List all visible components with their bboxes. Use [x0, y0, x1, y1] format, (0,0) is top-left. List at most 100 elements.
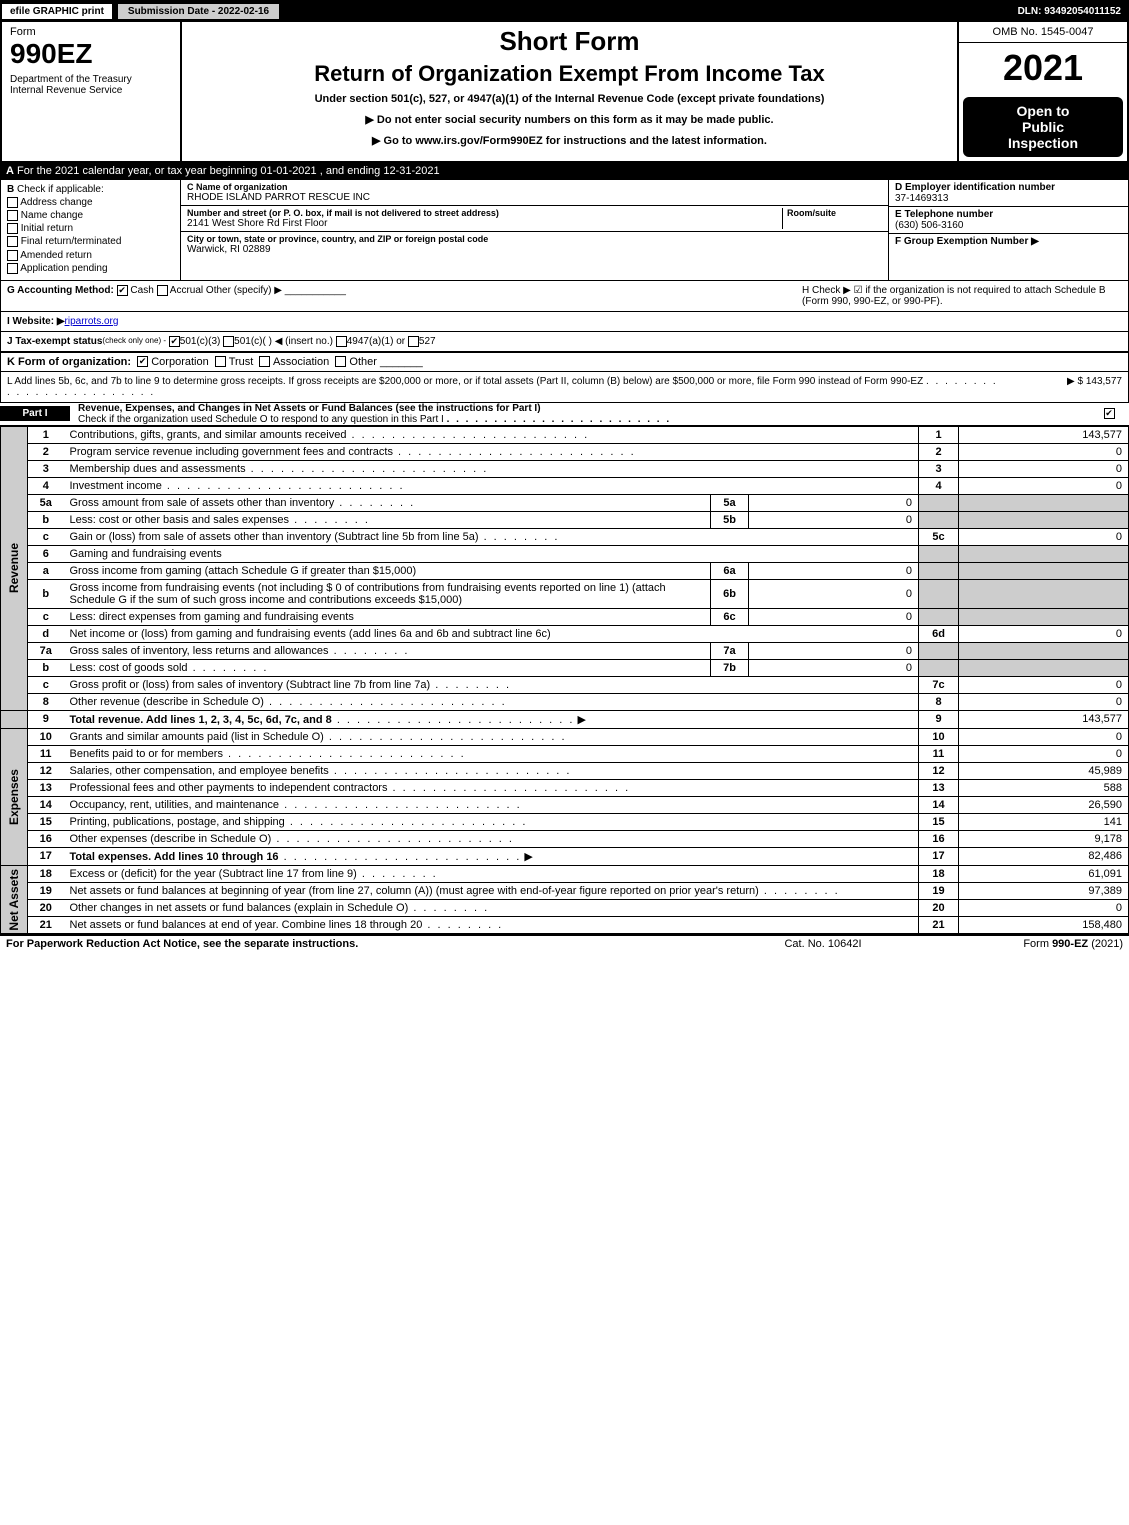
cb-501c[interactable]	[223, 336, 234, 347]
row-l: L Add lines 5b, 6c, and 7b to line 9 to …	[0, 372, 1129, 403]
line-17-val: 82,486	[959, 847, 1129, 865]
header-left: Form 990EZ Department of the Treasury In…	[2, 22, 182, 161]
website-link[interactable]: riparrots.org	[65, 316, 119, 327]
line-1-desc: Contributions, gifts, grants, and simila…	[70, 429, 347, 441]
city-value: Warwick, RI 02889	[187, 244, 882, 255]
line-9-val: 143,577	[959, 710, 1129, 728]
line-4-val: 0	[959, 477, 1129, 494]
line-7c-val: 0	[959, 676, 1129, 693]
line-14-val: 26,590	[959, 796, 1129, 813]
open-line1: Open to	[969, 103, 1117, 119]
footer: For Paperwork Reduction Act Notice, see …	[0, 934, 1129, 952]
header-mid: Short Form Return of Organization Exempt…	[182, 22, 957, 161]
group-label: F Group Exemption Number ▶	[895, 236, 1039, 247]
line-5b-val: 0	[749, 511, 919, 528]
line-5c-val: 0	[959, 528, 1129, 545]
cb-association[interactable]	[259, 356, 270, 367]
footer-left: For Paperwork Reduction Act Notice, see …	[6, 938, 723, 950]
line-1-num: 1	[28, 426, 64, 443]
line-10-val: 0	[959, 728, 1129, 745]
part-i-note: Check if the organization used Schedule …	[78, 414, 444, 425]
line-18-val: 61,091	[959, 865, 1129, 882]
open-line2: Public	[969, 119, 1117, 135]
section-bcdef: B Check if applicable: Address change Na…	[0, 179, 1129, 281]
row-a-label: A	[6, 165, 14, 177]
dept-label: Department of the Treasury Internal Reve…	[10, 74, 172, 96]
room-label: Room/suite	[787, 208, 882, 218]
i-label: I Website: ▶	[7, 316, 65, 327]
g-other: Other (specify) ▶	[206, 285, 282, 296]
l-text: L Add lines 5b, 6c, and 7b to line 9 to …	[7, 376, 923, 387]
phone-label: E Telephone number	[895, 209, 993, 220]
title-return: Return of Organization Exempt From Incom…	[190, 61, 949, 87]
cb-schedule-o[interactable]	[1104, 408, 1115, 419]
row-a-text: For the 2021 calendar year, or tax year …	[17, 165, 440, 177]
form-label: Form	[10, 26, 172, 38]
cb-corporation[interactable]	[137, 356, 148, 367]
row-a: A For the 2021 calendar year, or tax yea…	[0, 163, 1129, 179]
h-text: H Check ▶ ☑ if the organization is not r…	[802, 285, 1122, 307]
cb-name-change[interactable]: Name change	[7, 210, 174, 221]
line-19-val: 97,389	[959, 882, 1129, 899]
row-i: I Website: ▶ riparrots.org	[0, 312, 1129, 332]
line-6d-val: 0	[959, 625, 1129, 642]
col-b-label: B	[7, 184, 14, 195]
ein-value: 37-1469313	[895, 193, 948, 204]
line-12-val: 45,989	[959, 762, 1129, 779]
org-name: RHODE ISLAND PARROT RESCUE INC	[187, 192, 882, 203]
ein-label: D Employer identification number	[895, 182, 1055, 193]
cb-final-return[interactable]: Final return/terminated	[7, 236, 174, 247]
cb-527[interactable]	[408, 336, 419, 347]
cb-address-change[interactable]: Address change	[7, 197, 174, 208]
street-value: 2141 West Shore Rd First Floor	[187, 218, 782, 229]
cb-amended-return[interactable]: Amended return	[7, 250, 174, 261]
part-i-header: Part I Revenue, Expenses, and Changes in…	[0, 403, 1129, 426]
dln: DLN: 93492054011152	[1018, 6, 1129, 17]
instruct-ssn: ▶ Do not enter social security numbers o…	[190, 113, 949, 126]
org-name-label: C Name of organization	[187, 182, 882, 192]
header-right: OMB No. 1545-0047 2021 Open to Public In…	[957, 22, 1127, 161]
form-number: 990EZ	[10, 38, 172, 70]
cb-4947[interactable]	[336, 336, 347, 347]
cb-initial-return[interactable]: Initial return	[7, 223, 174, 234]
top-bar: efile GRAPHIC print Submission Date - 20…	[0, 0, 1129, 22]
line-1-val: 143,577	[959, 426, 1129, 443]
col-d: D Employer identification number 37-1469…	[888, 180, 1128, 280]
open-line3: Inspection	[969, 135, 1117, 151]
line-8-val: 0	[959, 693, 1129, 710]
cb-accrual[interactable]	[157, 285, 168, 296]
footer-catno: Cat. No. 10642I	[723, 938, 923, 950]
cb-trust[interactable]	[215, 356, 226, 367]
netassets-vlabel: Net Assets	[7, 869, 21, 931]
line-2-val: 0	[959, 443, 1129, 460]
line-13-val: 588	[959, 779, 1129, 796]
l-amount: ▶ $ 143,577	[1002, 376, 1122, 398]
line-6b-val: 0	[749, 579, 919, 608]
city-label: City or town, state or province, country…	[187, 234, 882, 244]
line-5a-val: 0	[749, 494, 919, 511]
line-6c-val: 0	[749, 608, 919, 625]
street-label: Number and street (or P. O. box, if mail…	[187, 208, 782, 218]
cb-cash[interactable]	[117, 285, 128, 296]
col-b: B Check if applicable: Address change Na…	[1, 180, 181, 280]
submission-date: Submission Date - 2022-02-16	[116, 2, 281, 21]
col-b-check-label: Check if applicable:	[17, 184, 104, 195]
title-short-form: Short Form	[190, 26, 949, 57]
revenue-vlabel: Revenue	[7, 543, 21, 593]
cb-other-org[interactable]	[335, 356, 346, 367]
omb-number: OMB No. 1545-0047	[959, 22, 1127, 43]
line-20-val: 0	[959, 899, 1129, 916]
g-label: G Accounting Method:	[7, 285, 114, 296]
expenses-vlabel: Expenses	[7, 769, 21, 825]
form-header: Form 990EZ Department of the Treasury In…	[0, 22, 1129, 163]
row-gh: G Accounting Method: Cash Accrual Other …	[0, 281, 1129, 312]
line-1-ref: 1	[919, 426, 959, 443]
cb-501c3[interactable]	[169, 336, 180, 347]
part-i-title: Revenue, Expenses, and Changes in Net As…	[78, 403, 541, 414]
cb-application-pending[interactable]: Application pending	[7, 263, 174, 274]
line-7b-val: 0	[749, 659, 919, 676]
col-c: C Name of organization RHODE ISLAND PARR…	[181, 180, 888, 280]
line-3-val: 0	[959, 460, 1129, 477]
k-label: K Form of organization:	[7, 356, 131, 368]
efile-print-button[interactable]: efile GRAPHIC print	[0, 2, 114, 21]
